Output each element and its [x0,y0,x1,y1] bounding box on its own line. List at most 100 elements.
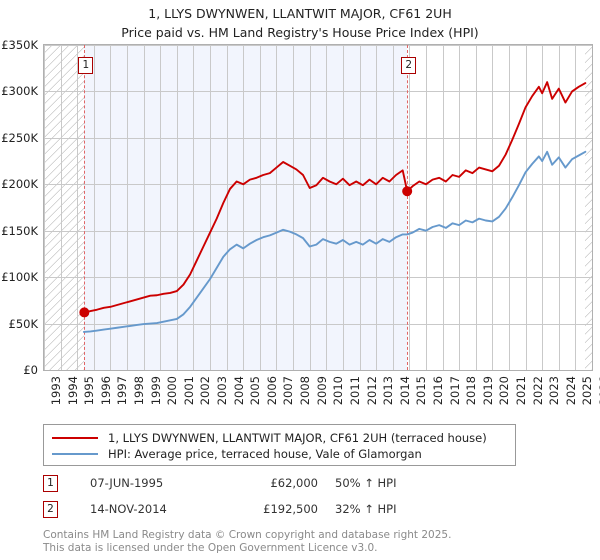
x-tick-2008: 2008 [298,376,313,406]
transaction-hpi-delta-2: 32% ↑ HPI [335,502,397,516]
plot-area [43,44,593,371]
gridline-v [243,45,244,370]
gridline-v [526,45,527,370]
x-tick-2015: 2015 [414,376,429,406]
legend-item-price: 1, LLYS DWYNWEN, LLANTWIT MAJOR, CF61 2U… [44,430,515,446]
gridline-h [44,45,592,46]
gridline-v [360,45,361,370]
gridline-h [44,324,592,325]
y-tick-£50K: £50K [8,316,39,331]
x-tick-2021: 2021 [513,376,528,406]
gridline-v [193,45,194,370]
transaction-price-2: £192,500 [263,502,318,516]
chart-legend: 1, LLYS DWYNWEN, LLANTWIT MAJOR, CF61 2U… [43,424,516,466]
transaction-date-2: 14-NOV-2014 [90,502,167,516]
y-tick-£150K: £150K [1,223,38,238]
y-tick-£200K: £200K [1,177,38,192]
gridline-v [542,45,543,370]
gridline-v [77,45,78,370]
gridline-h [44,370,592,371]
gridline-v [293,45,294,370]
x-tick-2022: 2022 [530,376,545,406]
x-tick-1993: 1993 [49,376,63,406]
x-tick-2025: 2025 [580,376,595,406]
legend-swatch-hpi [52,453,98,455]
x-tick-2019: 2019 [480,376,495,406]
gridline-v [409,45,410,370]
x-tick-1997: 1997 [115,376,130,406]
y-tick-£250K: £250K [1,130,38,145]
gridline-v [94,45,95,370]
x-tick-1999: 1999 [148,376,163,406]
x-tick-1998: 1998 [132,376,147,406]
x-tick-2017: 2017 [447,376,462,406]
gridline-v [110,45,111,370]
transactions-table: 1 07-JUN-1995 £62,000 50% ↑ HPI 2 14-NOV… [43,474,463,526]
sale-flag-1: 1 [78,57,94,74]
x-tick-2016: 2016 [430,376,445,406]
x-tick-2007: 2007 [281,376,296,406]
shaded-owned-period [44,45,408,370]
x-tick-2009: 2009 [314,376,329,406]
sale-point-2 [402,186,413,197]
y-tick-£300K: £300K [1,84,38,99]
gridline-v [177,45,178,370]
y-tick-£0: £0 [23,363,38,377]
sale-point-1 [79,307,90,318]
legend-swatch-price [52,437,98,439]
hpi-line [82,150,587,333]
x-tick-2024: 2024 [563,376,578,406]
x-tick-2002: 2002 [198,376,213,406]
gridline-v [276,45,277,370]
transaction-index-2: 2 [43,501,58,518]
transaction-date-1: 07-JUN-1995 [90,476,164,490]
x-tick-1996: 1996 [98,376,113,406]
transaction-hpi-delta-1: 50% ↑ HPI [335,476,397,490]
gridline-v [559,45,560,370]
x-tick-2012: 2012 [364,376,379,406]
price-paid-line [82,81,587,314]
gridline-h [44,91,592,92]
sale-flag-2: 2 [401,57,417,74]
gridline-v [343,45,344,370]
legend-item-hpi: HPI: Average price, terraced house, Vale… [44,446,515,462]
no-data-hatch-right [585,45,592,370]
legend-label-price: 1, LLYS DWYNWEN, LLANTWIT MAJOR, CF61 2U… [108,431,487,445]
title-line-2: Price paid vs. HM Land Registry's House … [121,25,479,40]
footer-attribution: Contains HM Land Registry data © Crown c… [43,529,583,554]
transaction-price-1: £62,000 [270,476,318,490]
table-row: 1 07-JUN-1995 £62,000 50% ↑ HPI [43,474,463,500]
gridline-v [210,45,211,370]
chart-title: 1, LLYS DWYNWEN, LLANTWIT MAJOR, CF61 2U… [0,4,600,42]
x-tick-2020: 2020 [497,376,512,406]
gridline-v [310,45,311,370]
gridline-h [44,277,592,278]
table-row: 2 14-NOV-2014 £192,500 32% ↑ HPI [43,500,463,526]
y-tick-£100K: £100K [1,270,38,285]
gridline-h [44,231,592,232]
x-tick-2000: 2000 [165,376,180,406]
gridline-v [393,45,394,370]
gridline-v [509,45,510,370]
x-tick-1995: 1995 [82,376,97,406]
gridline-v [476,45,477,370]
gridline-v [459,45,460,370]
gridline-v [376,45,377,370]
x-tick-2018: 2018 [464,376,479,406]
gridline-v [61,45,62,370]
x-tick-2013: 2013 [381,376,396,406]
title-line-1: 1, LLYS DWYNWEN, LLANTWIT MAJOR, CF61 2U… [148,6,452,21]
transaction-index-1: 1 [43,475,58,492]
x-tick-2023: 2023 [547,376,562,406]
gridline-v [260,45,261,370]
gridline-v [127,45,128,370]
x-tick-2014: 2014 [397,376,412,406]
gridline-h [44,138,592,139]
y-tick-£350K: £350K [1,38,38,52]
x-tick-1994: 1994 [65,376,80,406]
footer-line-1: Contains HM Land Registry data © Crown c… [43,529,452,541]
x-tick-2006: 2006 [264,376,279,406]
gridline-v [575,45,576,370]
gridline-v [144,45,145,370]
